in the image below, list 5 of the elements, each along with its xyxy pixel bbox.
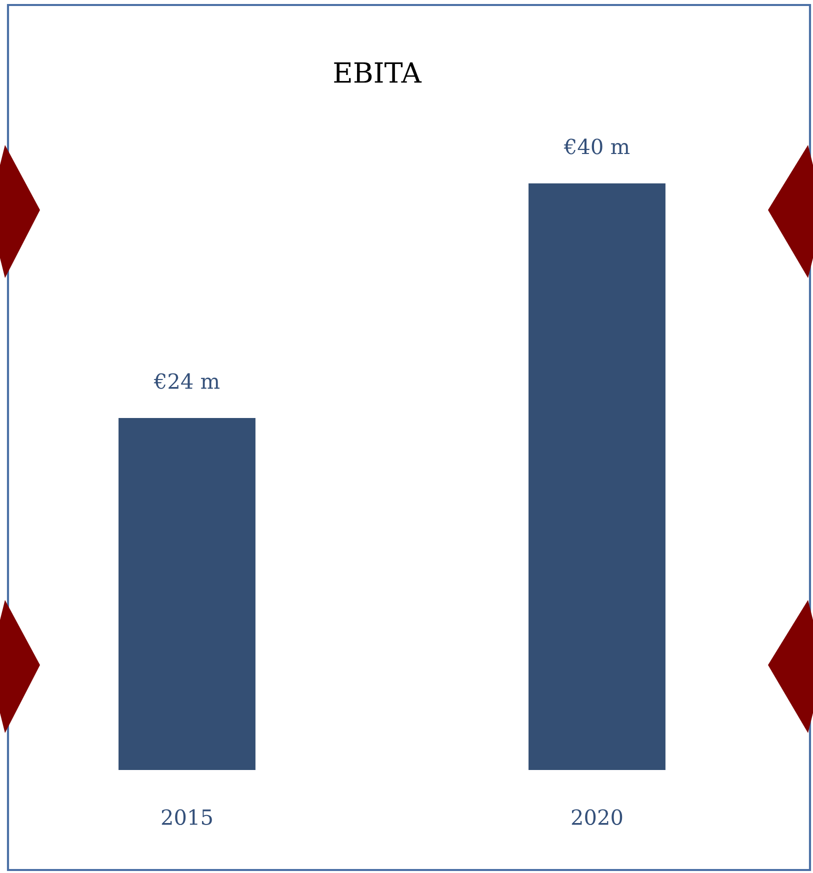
x-tick-label: 2015 [162, 809, 212, 826]
data-label: €24 m [154, 373, 220, 389]
chart-title: EBITA [334, 62, 422, 83]
x-tick-label: 2020 [572, 809, 622, 826]
data-label: €40 m [564, 138, 630, 154]
